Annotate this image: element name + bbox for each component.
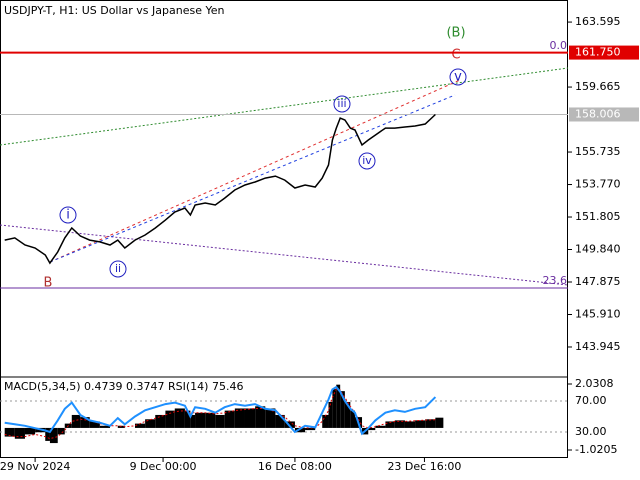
macd-bar	[45, 427, 50, 441]
macd-bar	[344, 401, 351, 428]
y2-tick-label: -1.0205	[575, 443, 617, 456]
rsi-line	[4, 385, 437, 436]
macd-bar	[305, 427, 316, 431]
wave-label: i	[66, 208, 70, 223]
y-tick-label: 70.00	[575, 394, 607, 407]
y-tick-label: 149.840	[575, 243, 621, 256]
y-tick-label: 147.875	[575, 275, 621, 288]
macd-bar	[174, 408, 185, 428]
trend-line	[0, 224, 569, 286]
y2-tick-label: 2.0308	[575, 377, 614, 390]
price-label: 158.006	[575, 107, 621, 120]
macd-bar	[145, 419, 156, 428]
macd-bar	[215, 414, 225, 428]
macd-bar	[322, 414, 329, 428]
macd-bar	[368, 427, 376, 431]
y-tick-label: 145.910	[575, 307, 621, 320]
macd-bar	[336, 384, 341, 428]
fib-label: 0.0	[550, 39, 568, 52]
macd-bar	[57, 427, 65, 435]
macd-bar	[134, 423, 146, 428]
macd-bar	[425, 419, 436, 428]
macd-bar	[350, 410, 355, 428]
wave-label: ii	[115, 262, 121, 275]
trend-line	[49, 79, 461, 263]
macd-bar	[332, 388, 337, 428]
macd-bar	[415, 420, 426, 428]
macd-bar	[385, 421, 395, 428]
macd-bar	[244, 408, 256, 428]
wave-label: v	[454, 70, 462, 85]
macd-bar	[294, 427, 306, 433]
macd-bar	[255, 406, 266, 428]
plot-frame	[0, 0, 568, 458]
wave-circle	[358, 152, 376, 170]
macd-bar	[205, 412, 216, 428]
wave-labels: (B) C v iii iv i ii B 0.0 23.6	[44, 26, 567, 291]
macd-bar	[184, 410, 191, 428]
price-label-box	[569, 107, 639, 122]
macd-bar	[99, 425, 111, 428]
macd-bar	[89, 421, 100, 428]
macd-bar	[80, 417, 90, 428]
macd-bar	[49, 427, 58, 444]
fib-label: 23.6	[543, 274, 568, 287]
wave-label: B	[44, 276, 53, 291]
macd-bar	[190, 414, 196, 428]
price-label-box	[569, 45, 639, 60]
y-tick-label: 155.735	[575, 145, 621, 158]
wave-circle	[109, 260, 127, 278]
macd-bar	[275, 414, 285, 428]
wave-circle	[333, 95, 351, 113]
price-line	[4, 113, 436, 265]
macd-bar	[375, 425, 386, 428]
macd-bar	[165, 410, 175, 428]
chart-title: USDJPY-T, H1: US Dollar vs Japanese Yen	[4, 4, 225, 17]
y-tick-label: 159.665	[575, 80, 621, 93]
macd-bar	[328, 401, 333, 428]
y-tick-label: 151.805	[575, 210, 621, 223]
macd-bar	[394, 420, 405, 428]
trend-line	[0, 67, 569, 146]
price-label: 161.750	[575, 46, 621, 59]
macd-bar	[14, 427, 25, 439]
wave-circle	[59, 206, 77, 224]
macd-bar	[404, 421, 416, 428]
macd-bar	[340, 391, 345, 428]
macd-bar	[195, 412, 206, 428]
x-tick-label: 23 Dec 16:00	[387, 460, 461, 473]
macd-bar	[4, 427, 15, 437]
x-tick-label: 9 Dec 00:00	[130, 460, 197, 473]
wave-label: iv	[362, 154, 372, 167]
macd-bar	[265, 408, 276, 428]
indicator-title: MACD(5,34,5) 0.4739 0.3747 RSI(14) 75.46	[4, 380, 243, 393]
macd-bar	[224, 410, 235, 428]
y-tick-label: 143.945	[575, 340, 621, 353]
wave-label: iii	[337, 97, 346, 110]
x-tick-label: 16 Dec 08:00	[258, 460, 332, 473]
macd-bar	[71, 414, 81, 428]
y-tick-label: 153.770	[575, 178, 621, 191]
wave-circle	[449, 68, 467, 86]
x-tick-label: 29 Nov 2024	[0, 460, 70, 473]
trend-line	[49, 94, 456, 263]
macd-bar	[117, 425, 125, 428]
macd-bar	[435, 417, 444, 428]
wave-label: C	[451, 48, 460, 63]
signal-line	[4, 388, 436, 440]
macd-bar	[234, 408, 245, 428]
macd-bar	[155, 414, 166, 428]
macd-bar	[24, 427, 36, 435]
y-tick-label: 163.595	[575, 15, 621, 28]
wave-label: (B)	[446, 26, 465, 41]
y-tick-label: 30.00	[575, 425, 607, 438]
